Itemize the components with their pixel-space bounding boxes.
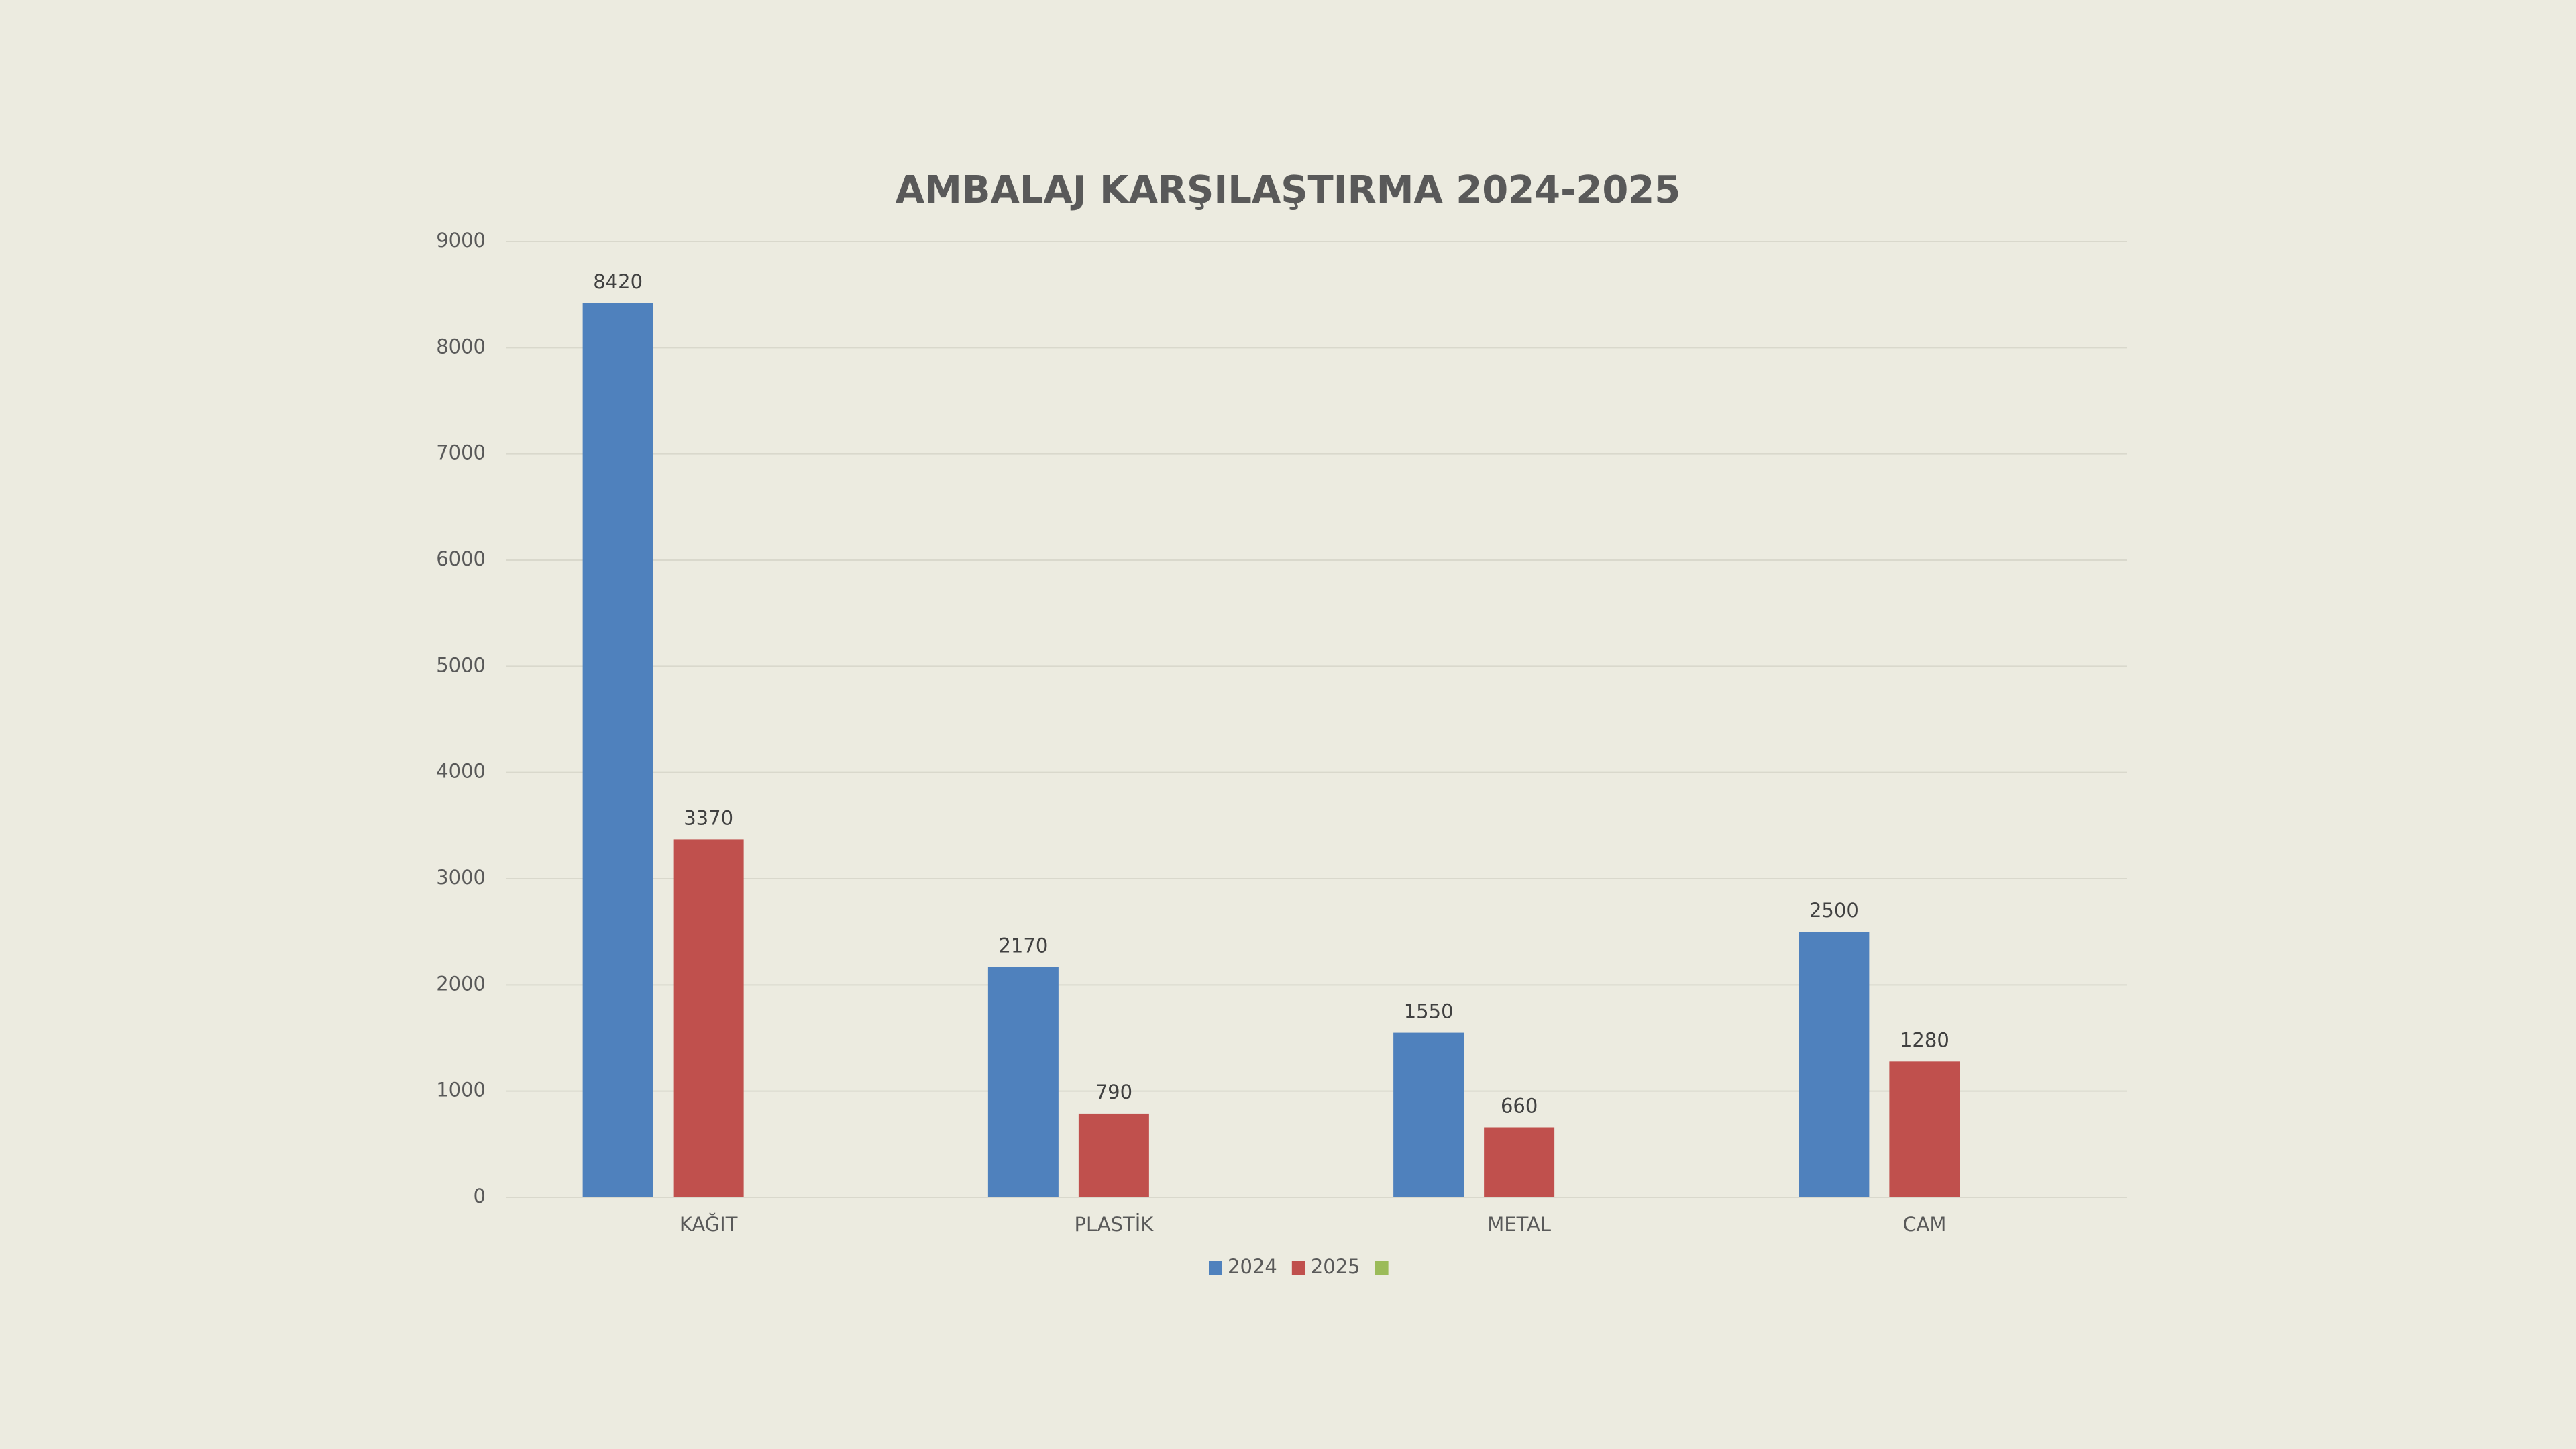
bar	[1889, 1061, 1960, 1197]
bar	[1799, 932, 1870, 1197]
y-tick-label: 1000	[436, 1079, 486, 1102]
y-tick-label: 2000	[436, 972, 486, 995]
data-label: 2500	[1809, 899, 1859, 922]
x-tick-label: PLASTİK	[1074, 1213, 1154, 1236]
bar	[987, 967, 1059, 1197]
legend-label: 2025	[1311, 1255, 1360, 1278]
y-tick-label: 0	[474, 1185, 486, 1208]
bar	[1393, 1032, 1464, 1197]
data-label: 8420	[593, 270, 643, 293]
data-label: 790	[1095, 1081, 1132, 1104]
x-tick-label: CAM	[1902, 1213, 1946, 1236]
x-tick-label: KAĞIT	[680, 1213, 738, 1236]
y-tick-label: 3000	[436, 866, 486, 889]
y-tick-label: 4000	[436, 760, 486, 783]
y-tick-label: 7000	[436, 441, 486, 464]
bar	[582, 303, 653, 1197]
legend-swatch	[1291, 1261, 1305, 1275]
data-label: 1280	[1900, 1028, 1949, 1051]
bar	[673, 839, 744, 1197]
chart-title: AMBALAJ KARŞILAŞTIRMA 2024-2025	[896, 168, 1681, 212]
legend-swatch	[1209, 1261, 1222, 1275]
legend-label: 2024	[1228, 1255, 1277, 1278]
y-tick-label: 9000	[436, 229, 486, 252]
bar	[1484, 1127, 1555, 1197]
legend-swatch	[1375, 1261, 1389, 1275]
x-tick-label: METAL	[1487, 1213, 1551, 1236]
bar	[1078, 1113, 1149, 1197]
y-tick-label: 5000	[436, 653, 486, 676]
data-label: 2170	[998, 934, 1048, 957]
data-label: 660	[1501, 1095, 1538, 1118]
data-label: 3370	[684, 806, 733, 829]
y-tick-label: 6000	[436, 547, 486, 570]
y-tick-label: 8000	[436, 335, 486, 358]
data-label: 1550	[1404, 1000, 1454, 1023]
